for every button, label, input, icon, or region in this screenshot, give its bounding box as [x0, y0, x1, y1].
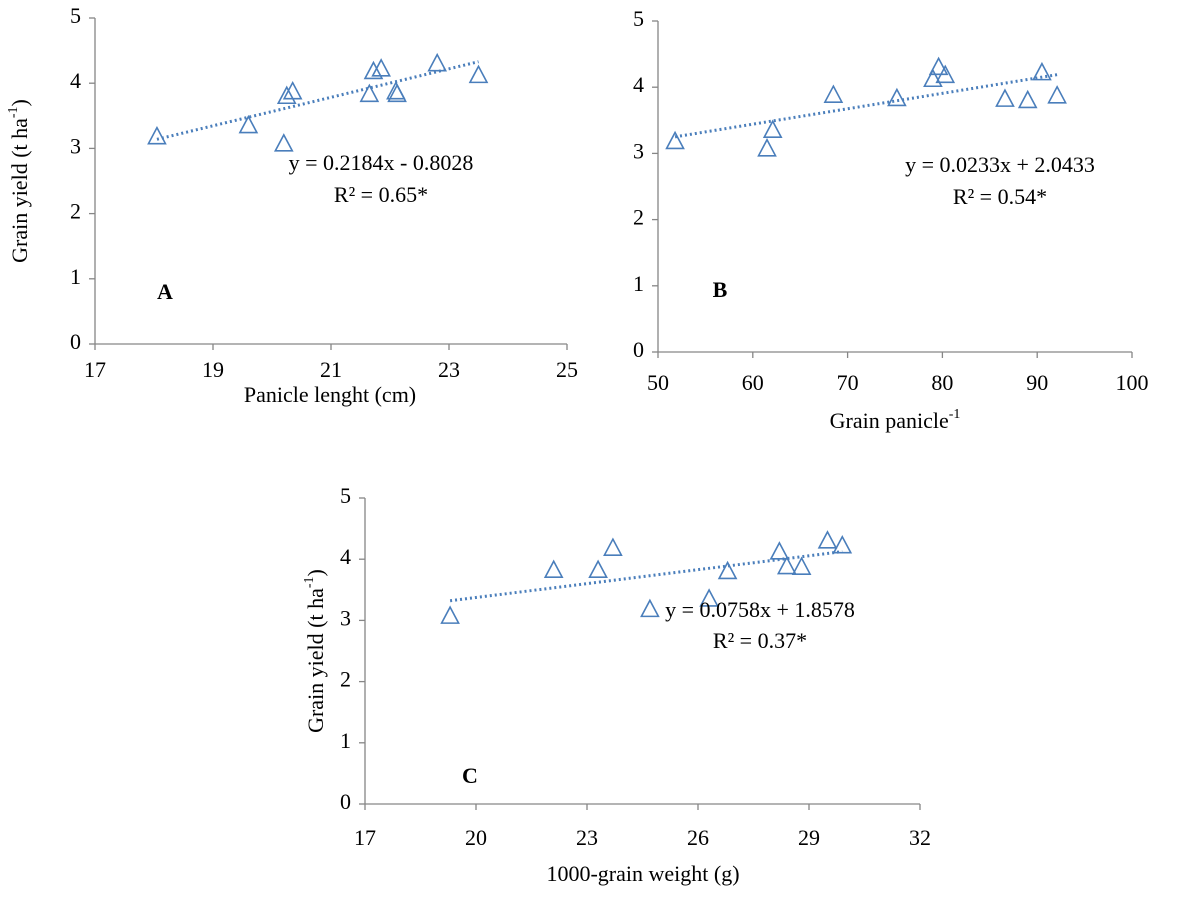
equation: y = 0.2184x - 0.8028 — [289, 150, 474, 175]
point — [1032, 61, 1052, 81]
r-squared: R² = 0.65* — [334, 182, 428, 207]
point — [1017, 89, 1038, 109]
point — [717, 560, 738, 580]
point — [762, 119, 783, 139]
point — [995, 88, 1015, 107]
y-tick-label: 2 — [340, 667, 351, 692]
x-tick-label: 25 — [556, 357, 578, 382]
r-squared: R² = 0.54* — [953, 184, 1047, 209]
point — [603, 537, 623, 556]
y-tick-label: 5 — [340, 483, 351, 508]
r-squared: R² = 0.37* — [713, 628, 807, 653]
x-axis-label-part: Panicle lenght (cm) — [244, 382, 416, 407]
x-tick-label: 32 — [909, 825, 931, 850]
y-tick-label: 1 — [70, 264, 81, 289]
equation: y = 0.0758x + 1.8578 — [665, 597, 855, 622]
x-tick-label: 29 — [798, 825, 820, 850]
y-tick-label: 1 — [633, 271, 644, 296]
point — [276, 85, 297, 105]
point — [640, 598, 660, 618]
y-axis-label-part: Grain yield (t ha — [303, 588, 328, 733]
point — [371, 58, 391, 77]
point — [823, 84, 844, 103]
y-tick-label: 3 — [70, 133, 81, 158]
x-tick-label: 17 — [84, 357, 106, 382]
x-axis-label: 1000-grain weight (g) — [546, 861, 739, 886]
x-tick-label: 26 — [687, 825, 709, 850]
y-axis-label: Grain yield (t ha-1) — [302, 569, 328, 733]
point — [887, 87, 907, 107]
y-axis-label: Grain yield (t ha-1) — [6, 99, 32, 263]
x-tick-label: 20 — [465, 825, 487, 850]
panel-label: C — [462, 763, 478, 788]
y-tick-label: 5 — [70, 3, 81, 28]
x-tick-label: 50 — [647, 370, 669, 395]
x-tick-label: 70 — [837, 370, 859, 395]
point — [427, 52, 448, 72]
point — [363, 60, 384, 80]
point — [832, 535, 853, 554]
point — [359, 83, 380, 103]
point — [238, 114, 259, 134]
x-tick-label: 23 — [438, 357, 460, 382]
point — [588, 559, 608, 579]
point — [817, 530, 838, 549]
point — [273, 133, 294, 152]
point — [282, 80, 303, 100]
point — [935, 64, 956, 84]
y-tick-label: 3 — [633, 138, 644, 163]
point — [440, 605, 460, 624]
panel-label: B — [713, 277, 728, 302]
point — [791, 556, 812, 575]
point — [923, 68, 943, 88]
y-tick-label: 0 — [633, 337, 644, 362]
x-axis-label-part: Grain panicle — [830, 408, 949, 433]
y-axis-label-part: Grain yield (t ha — [7, 118, 32, 263]
equation: y = 0.0233x + 2.0433 — [905, 152, 1095, 177]
y-tick-label: 0 — [340, 789, 351, 814]
point — [147, 125, 167, 145]
trendline — [449, 550, 843, 603]
panel-label: A — [157, 279, 173, 304]
point — [665, 130, 685, 150]
point — [1047, 85, 1067, 104]
x-axis-label-part: -1 — [949, 407, 961, 422]
y-tick-label: 4 — [340, 544, 351, 569]
x-axis-label: Panicle lenght (cm) — [244, 382, 416, 407]
x-tick-label: 17 — [354, 825, 376, 850]
point — [757, 138, 777, 157]
point — [387, 83, 407, 103]
point — [928, 56, 949, 76]
point — [543, 559, 564, 579]
point — [699, 588, 719, 607]
y-tick-label: 5 — [633, 6, 644, 31]
point — [769, 541, 790, 560]
trendline — [156, 60, 479, 141]
point — [468, 64, 489, 84]
x-tick-label: 100 — [1116, 370, 1149, 395]
x-tick-label: 21 — [320, 357, 342, 382]
y-axis-label-part: -1 — [6, 106, 21, 118]
y-tick-label: 4 — [633, 72, 644, 97]
point — [776, 555, 797, 575]
x-tick-label: 19 — [202, 357, 224, 382]
y-tick-label: 4 — [70, 68, 81, 93]
x-tick-label: 80 — [931, 370, 953, 395]
y-axis-label-part: ) — [303, 569, 328, 576]
x-tick-label: 60 — [742, 370, 764, 395]
y-tick-label: 2 — [70, 199, 81, 224]
x-tick-label: 23 — [576, 825, 598, 850]
y-axis-label-part: -1 — [302, 576, 317, 588]
x-axis-label: Grain panicle-1 — [830, 407, 961, 433]
y-tick-label: 0 — [70, 329, 81, 354]
x-tick-label: 90 — [1026, 370, 1048, 395]
y-axis-label-part: ) — [7, 99, 32, 106]
y-tick-label: 2 — [633, 205, 644, 230]
x-axis-label-part: 1000-grain weight (g) — [546, 861, 739, 886]
y-tick-label: 3 — [340, 605, 351, 630]
point — [386, 80, 406, 100]
y-tick-label: 1 — [340, 728, 351, 753]
